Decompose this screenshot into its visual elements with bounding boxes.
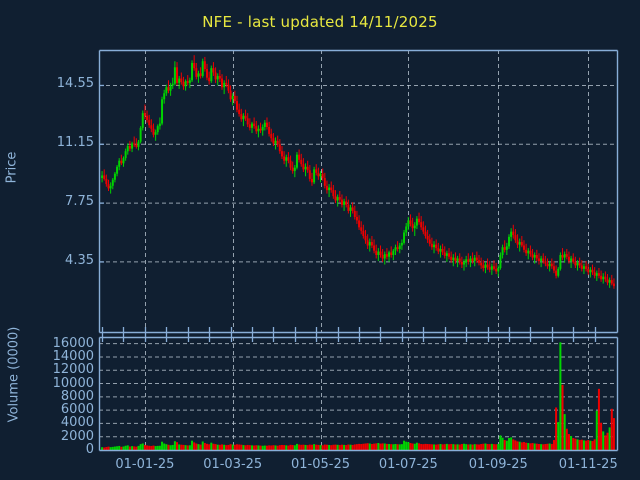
volume-tick-label: 0 bbox=[85, 442, 94, 457]
candle-series bbox=[101, 55, 615, 289]
volume-tick-label: 4000 bbox=[60, 415, 94, 431]
volume-tick-label: 2000 bbox=[60, 428, 94, 444]
gridlines bbox=[99, 50, 617, 450]
x-tick-label: 01-09-25 bbox=[468, 457, 528, 472]
volume-axis-tick-labels: 16000 14000 12000 10000 8000 6000 4000 2000 0 bbox=[0, 0, 94, 480]
page-title: NFE - last updated 14/11/2025 bbox=[202, 13, 438, 31]
price-tick-label: 4.35 bbox=[65, 252, 94, 268]
volume-tick-label: 10000 bbox=[52, 375, 94, 391]
volume-tick-label: 8000 bbox=[60, 388, 94, 404]
x-tick-label: 01-01-25 bbox=[115, 457, 175, 472]
price-tick-label: 14.55 bbox=[56, 76, 94, 92]
volume-tick-label: 6000 bbox=[60, 402, 94, 418]
x-tick-label: 01-05-25 bbox=[291, 457, 351, 472]
volume-tick-label: 14000 bbox=[52, 348, 94, 364]
x-tick-label: 01-11-25 bbox=[558, 457, 618, 472]
price-tick-label: 11.15 bbox=[56, 135, 94, 151]
volume-tick-label: 12000 bbox=[52, 362, 94, 378]
x-tick-label: 01-03-25 bbox=[203, 457, 263, 472]
axis-spines bbox=[98, 49, 619, 452]
volume-tick-label: 16000 bbox=[52, 335, 94, 351]
price-axis-tick-labels: 14.55 11.15 7.75 4.35 bbox=[0, 0, 94, 480]
x-tick-label: 01-07-25 bbox=[378, 457, 438, 472]
price-tick-label: 7.75 bbox=[65, 194, 94, 210]
volume-series bbox=[101, 342, 615, 450]
